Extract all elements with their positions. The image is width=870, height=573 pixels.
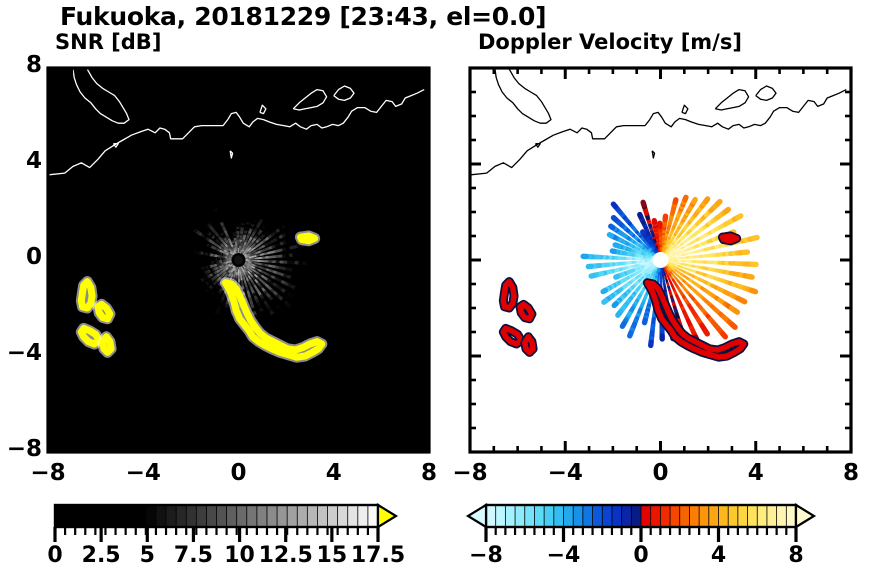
xtick-label: 0 [631, 460, 691, 486]
radial-spoke-segment [694, 200, 695, 202]
colorbar-cell [680, 505, 690, 527]
radial-spoke-segment [645, 320, 646, 322]
colorbar-cell [699, 505, 709, 527]
colorbar-tick-label: 4 [679, 543, 759, 568]
radial-spoke-segment [705, 331, 707, 334]
radial-spoke-segment [643, 202, 644, 204]
radial-spoke-segment [732, 325, 735, 328]
radial-spoke-segment [615, 245, 617, 246]
colorbar-cell [660, 505, 670, 527]
xtick-label: 4 [304, 460, 364, 486]
colorbar-cell [719, 505, 729, 527]
radial-spoke-segment [613, 204, 615, 206]
colorbar-cell [593, 505, 603, 527]
radial-spoke-segment [753, 238, 757, 239]
ytick-label: 0 [0, 244, 42, 270]
radial-spoke-segment [685, 197, 686, 199]
ytick-label: −8 [0, 436, 42, 462]
colorbar-cell [709, 505, 719, 527]
radial-spoke-segment [723, 334, 725, 337]
xtick-label: 0 [209, 460, 269, 486]
radial-spoke-segment [622, 324, 623, 327]
colorbar-cell [564, 505, 574, 527]
colorbar-tick-label: −8 [446, 543, 526, 568]
xtick-label: −4 [113, 460, 173, 486]
radial-spoke-segment [618, 313, 620, 315]
colorbar-cell [670, 505, 680, 527]
colorbar-extend-max-arrow [796, 505, 814, 527]
radial-spoke-segment [706, 199, 708, 201]
colorbar-cell [641, 505, 651, 527]
colorbar-cell [525, 505, 535, 527]
radial-spoke-segment [614, 218, 616, 220]
colorbar-tick-label: 17.5 [338, 543, 418, 568]
xtick-label: −8 [18, 460, 78, 486]
colorbar-cell [534, 505, 544, 527]
xtick-label: 8 [821, 460, 870, 486]
radial-spoke-segment [640, 215, 641, 217]
colorbar-tick-label: 0 [601, 543, 681, 568]
colorbar-tick-label: −4 [524, 543, 604, 568]
colorbar-tick-label: 8 [756, 543, 836, 568]
colorbar-cell [505, 505, 515, 527]
colorbar-cell [496, 505, 506, 527]
colorbar-cell [777, 505, 787, 527]
ytick-label: −4 [0, 340, 42, 366]
radial-spoke-segment [718, 202, 720, 204]
colorbar-cell [573, 505, 583, 527]
radar-origin-core [653, 252, 669, 268]
radial-spoke-segment [609, 235, 611, 236]
radial-spoke-segment [726, 209, 729, 211]
colorbar-cell [748, 505, 758, 527]
radial-spoke-segment [734, 310, 737, 312]
xtick-label: −8 [440, 460, 500, 486]
colorbar-cell [515, 505, 525, 527]
colorbar-cell [554, 505, 564, 527]
radial-spoke-segment [738, 216, 741, 218]
colorbar-cell [738, 505, 748, 527]
ytick-label: 8 [0, 52, 42, 78]
colorbar-cell [689, 505, 699, 527]
radial-spoke-segment [591, 275, 594, 276]
ytick-label: 4 [0, 148, 42, 174]
colorbar-cell [651, 505, 661, 527]
colorbar-cell [767, 505, 777, 527]
colorbar-cell [631, 505, 641, 527]
clutter-island [722, 236, 736, 241]
radial-spoke-segment [603, 290, 605, 291]
colorbar-cell [612, 505, 622, 527]
radial-spoke-segment [741, 300, 744, 302]
xtick-label: −4 [535, 460, 595, 486]
radial-spoke-segment [616, 276, 618, 277]
xtick-label: 4 [726, 460, 786, 486]
radial-spoke-segment [643, 232, 644, 233]
radial-spoke-segment [752, 290, 756, 291]
radial-spoke-segment [611, 226, 613, 227]
colorbar-cell [728, 505, 738, 527]
colorbar-cell [486, 505, 496, 527]
radial-spoke-segment [630, 333, 631, 336]
colorbar-cell [602, 505, 612, 527]
colorbar-cell [583, 505, 593, 527]
radial-spoke-segment [749, 276, 753, 277]
colorbar-cell [622, 505, 632, 527]
colorbar-cell [544, 505, 554, 527]
radial-spoke-segment [604, 301, 606, 303]
colorbar-extend-min-arrow [468, 505, 486, 527]
colorbar-cell [757, 505, 767, 527]
radial-spoke-segment [614, 304, 616, 306]
radial-spoke-segment [675, 200, 676, 202]
